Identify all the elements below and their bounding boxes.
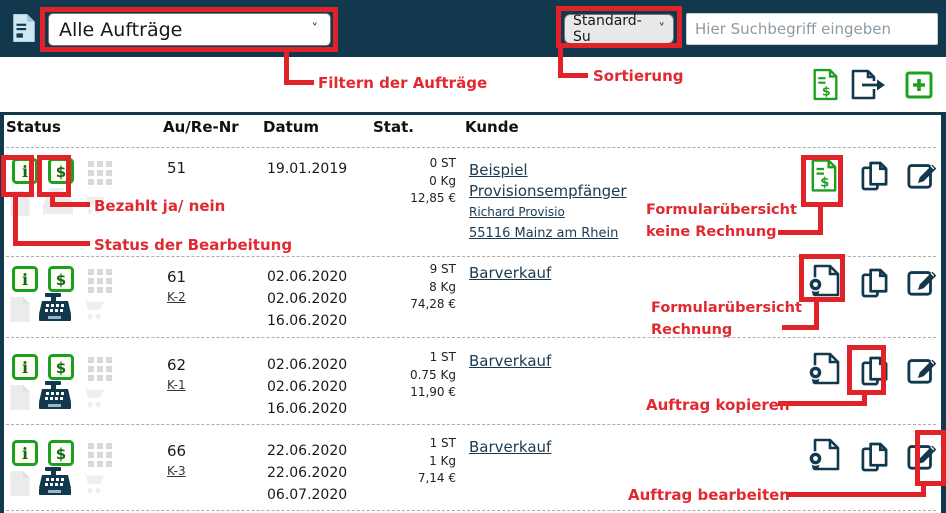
copy-order-icon[interactable] xyxy=(860,161,889,192)
header-separator xyxy=(6,147,936,148)
svg-text:$: $ xyxy=(820,176,829,191)
edit-order-icon[interactable] xyxy=(907,354,938,385)
column-header-date: Datum xyxy=(263,118,320,136)
svg-text:$: $ xyxy=(822,83,831,98)
order-dates: 02.06.2020 02.06.2020 16.06.2020 xyxy=(267,357,348,417)
form-overview-no-invoice-icon[interactable]: $ xyxy=(810,158,838,193)
order-number: 66 xyxy=(167,442,187,460)
orders-filter-value: Alle Aufträge xyxy=(59,18,183,41)
chevron-down-icon: ˅ xyxy=(311,22,319,37)
order-ref-link[interactable]: K-2 xyxy=(167,290,186,304)
order-statistics: 1 ST 1 Kg 7,14 € xyxy=(417,436,456,485)
copy-order-icon[interactable] xyxy=(860,356,889,387)
chevron-down-icon: ˅ xyxy=(658,21,666,37)
order-dates: 22.06.2020 22.06.2020 06.07.2020 xyxy=(267,443,348,503)
column-header-customer: Kunde xyxy=(465,118,519,136)
grid-handle-icon xyxy=(88,443,113,468)
status-info-icon[interactable]: i xyxy=(12,440,38,466)
edit-order-icon[interactable] xyxy=(907,266,938,297)
order-number: 51 xyxy=(167,159,187,177)
svg-text:i: i xyxy=(22,270,28,289)
customer-link[interactable]: Beispiel Provisionsempfänger xyxy=(469,161,627,200)
order-number: 62 xyxy=(167,356,187,374)
row-separator xyxy=(6,337,936,338)
svg-text:$: $ xyxy=(56,163,66,181)
ghost-cart-icon xyxy=(80,192,107,216)
ghost-document-icon xyxy=(8,384,32,411)
paid-dollar-icon[interactable]: $ xyxy=(48,158,74,184)
ghost-register-icon xyxy=(42,188,74,216)
table-row: i $ 66 K-3 22.06.2020 22.06.2020 06.07.202… xyxy=(4,436,941,506)
status-info-icon[interactable]: i xyxy=(12,354,38,380)
toolbar: Aufsteigend nach Rechnung ˅ $ xyxy=(0,57,946,148)
grid-handle-icon xyxy=(88,161,113,186)
order-dates: 02.06.2020 02.06.2020 16.06.2020 xyxy=(267,269,348,329)
copy-order-icon[interactable] xyxy=(860,442,889,473)
order-ref-link[interactable]: K-3 xyxy=(167,464,186,478)
svg-text:$: $ xyxy=(56,271,66,289)
ghost-cart-icon xyxy=(80,297,107,321)
ghost-document-icon xyxy=(8,296,32,323)
row-separator xyxy=(6,424,936,425)
table-row: i $ 51 19.01.2019 0 ST 0 Kg 12,85 € Beispi… xyxy=(4,156,941,258)
orders-document-icon xyxy=(11,13,37,43)
paid-dollar-icon[interactable]: $ xyxy=(48,440,74,466)
form-overview-invoice-icon[interactable] xyxy=(806,264,842,298)
cash-register-icon[interactable] xyxy=(38,467,72,497)
svg-text:i: i xyxy=(22,444,28,463)
form-overview-invoice-icon[interactable] xyxy=(806,438,842,472)
svg-text:$: $ xyxy=(56,445,66,463)
row-separator xyxy=(6,510,936,511)
customer-link[interactable]: Barverkauf xyxy=(469,264,552,282)
orders-filter-select[interactable]: Alle Aufträge ˅ xyxy=(48,13,331,46)
svg-text:$: $ xyxy=(56,359,66,377)
customer-contact-link[interactable]: Richard Provisio xyxy=(469,205,565,219)
order-number: 61 xyxy=(167,268,187,286)
column-header-number: Au/Re-Nr xyxy=(163,118,239,136)
order-ref-link[interactable]: K-1 xyxy=(167,378,186,392)
order-statistics: 0 ST 0 Kg 12,85 € xyxy=(410,156,456,205)
form-overview-invoice-icon[interactable] xyxy=(806,352,842,386)
search-input[interactable] xyxy=(686,13,938,45)
ghost-document-icon xyxy=(8,470,32,497)
column-header-status: Status xyxy=(6,118,61,136)
edit-order-icon[interactable] xyxy=(907,159,938,190)
grid-handle-icon xyxy=(88,269,113,294)
paid-dollar-icon[interactable]: $ xyxy=(48,354,74,380)
top-header: Alle Aufträge ˅ Standard-Su ˅ xyxy=(0,0,946,57)
customer-link[interactable]: Barverkauf xyxy=(469,438,552,456)
customer-link[interactable]: Barverkauf xyxy=(469,352,552,370)
add-order-icon[interactable] xyxy=(905,71,933,99)
svg-text:i: i xyxy=(22,358,28,377)
orders-table xyxy=(0,112,946,513)
table-row: i $ 61 K-2 02.06.2020 02.06.2020 16.06.202… xyxy=(4,262,941,332)
status-info-icon[interactable]: i xyxy=(12,266,38,292)
status-info-icon[interactable]: i xyxy=(12,158,38,184)
row-separator xyxy=(6,256,936,257)
order-date: 19.01.2019 xyxy=(267,161,348,177)
grid-handle-icon xyxy=(88,357,113,382)
edit-order-icon[interactable] xyxy=(907,440,938,471)
invoice-list-icon[interactable]: $ xyxy=(812,67,839,102)
table-row: i $ 62 K-1 02.06.2020 02.06.2020 16.06.202… xyxy=(4,350,941,420)
cash-register-icon[interactable] xyxy=(38,293,72,323)
order-statistics: 1 ST 0.75 Kg 11,90 € xyxy=(409,350,456,399)
search-profile-select[interactable]: Standard-Su ˅ xyxy=(564,13,674,45)
search-profile-value: Standard-Su xyxy=(573,13,642,45)
paid-dollar-icon[interactable]: $ xyxy=(48,266,74,292)
ghost-cart-icon xyxy=(80,385,107,409)
column-header-stat: Stat. xyxy=(373,118,414,136)
svg-text:i: i xyxy=(22,162,28,181)
cash-register-icon[interactable] xyxy=(38,381,72,411)
copy-order-icon[interactable] xyxy=(860,268,889,299)
order-statistics: 9 ST 8 Kg 74,28 € xyxy=(410,262,456,311)
ghost-document-icon xyxy=(8,190,32,217)
ghost-cart-icon xyxy=(80,471,107,495)
export-order-icon[interactable] xyxy=(850,69,888,100)
customer-address-link[interactable]: 55116 Mainz am Rhein xyxy=(469,226,619,241)
